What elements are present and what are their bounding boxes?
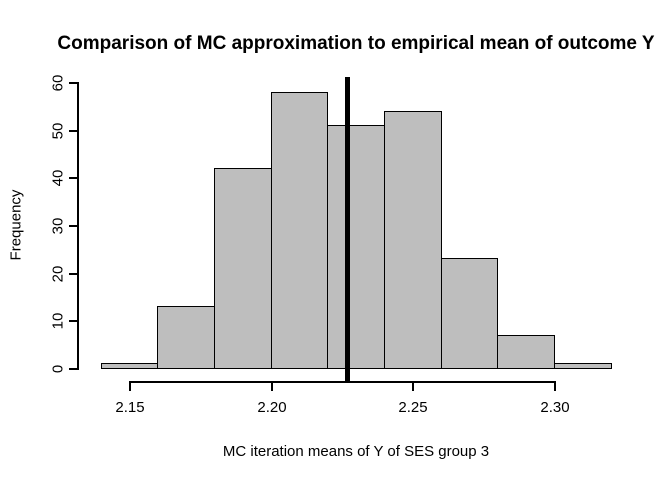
y-axis-tick [69, 130, 77, 132]
x-tick-label: 2.15 [115, 399, 145, 416]
y-tick-label: 40 [49, 169, 67, 187]
histogram-bar [384, 111, 442, 369]
y-axis-tick [69, 177, 77, 179]
x-tick-label: 2.30 [540, 399, 570, 416]
y-axis-tick [69, 320, 77, 322]
x-tick-label: 2.25 [398, 399, 428, 416]
y-axis-line [77, 82, 79, 370]
x-axis-tick [412, 383, 414, 391]
histogram-bar [441, 258, 498, 369]
y-axis-tick [69, 82, 77, 84]
y-axis-tick [69, 273, 77, 275]
x-axis-title: MC iteration means of Y of SES group 3 [222, 443, 490, 460]
histogram-bar [157, 306, 215, 369]
x-axis-tick [271, 383, 273, 391]
y-tick-label: 0 [49, 364, 67, 374]
y-tick-label: 20 [49, 265, 67, 283]
histogram-bar [271, 92, 328, 369]
x-tick-label: 2.20 [257, 399, 287, 416]
y-tick-label: 30 [49, 217, 67, 235]
histogram-bar [554, 363, 612, 369]
chart-title: Comparison of MC approximation to empiri… [57, 33, 655, 54]
histogram-bar [101, 363, 158, 369]
x-axis-line [129, 381, 556, 383]
histogram-bar [214, 168, 272, 369]
histogram-bar [327, 125, 385, 369]
empirical-mean-line [345, 77, 350, 383]
histogram-bar [497, 335, 555, 369]
y-tick-label: 50 [49, 122, 67, 140]
x-axis-tick [554, 383, 556, 391]
y-tick-label: 60 [49, 74, 67, 92]
x-axis-tick [129, 383, 131, 391]
y-axis-tick [69, 368, 77, 370]
y-axis-tick [69, 225, 77, 227]
y-tick-label: 10 [49, 312, 67, 330]
